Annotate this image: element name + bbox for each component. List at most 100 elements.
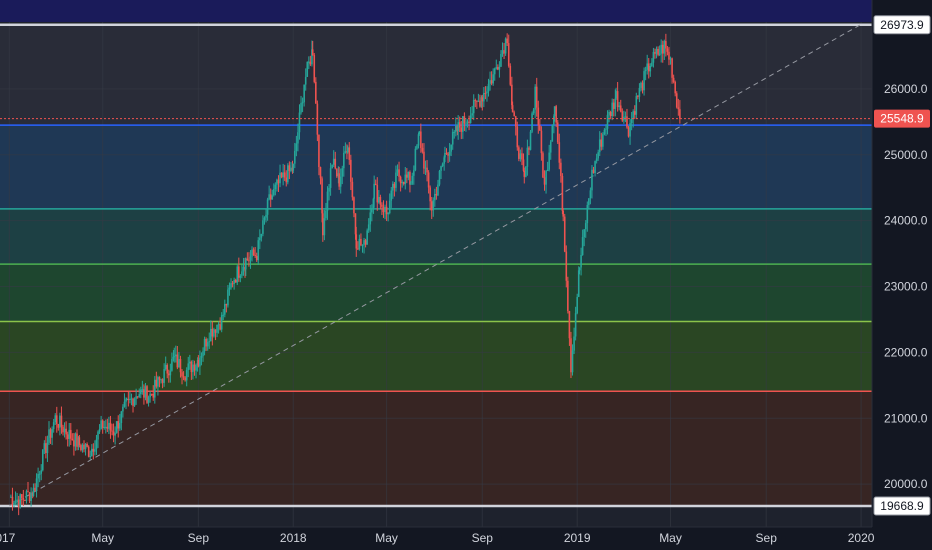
candle-body	[376, 185, 379, 203]
candle-body	[318, 134, 320, 168]
candle-body	[257, 240, 260, 261]
candle-body	[576, 296, 578, 314]
candle-body	[367, 224, 370, 231]
y-tick-label: 25000.0	[884, 148, 928, 162]
candle-body	[101, 420, 104, 428]
candle-body	[483, 92, 485, 102]
candle-body	[181, 372, 183, 377]
candle-body	[611, 102, 613, 117]
candle-body	[429, 187, 431, 202]
candle-body	[10, 496, 12, 498]
candle-body	[671, 58, 673, 78]
candle-body	[647, 63, 650, 72]
candle-body	[190, 361, 193, 373]
candle-body	[300, 103, 302, 113]
candle-body	[526, 147, 529, 167]
candle-body	[444, 152, 446, 158]
candle-body	[506, 38, 508, 44]
candle-body	[28, 492, 31, 501]
candle-body	[16, 499, 18, 501]
candle-body	[108, 422, 110, 429]
candle-body	[125, 399, 127, 402]
candle-body	[523, 170, 526, 177]
candle-body	[208, 341, 211, 343]
candle-body	[231, 283, 234, 285]
candle-body	[462, 116, 464, 132]
candle-body	[658, 53, 661, 55]
candle-body	[578, 267, 581, 271]
candle-body	[354, 213, 357, 235]
candle-body	[568, 311, 571, 339]
candle-body	[277, 179, 280, 184]
candle-body	[441, 163, 444, 167]
candle-body	[14, 500, 17, 504]
candle-body	[529, 131, 532, 150]
candle-body	[605, 128, 607, 130]
candle-body	[238, 266, 240, 278]
candle-body	[521, 153, 523, 160]
candle-body	[624, 116, 627, 118]
candle-body	[486, 91, 488, 94]
candle-body	[573, 336, 575, 351]
candle-body	[511, 105, 514, 113]
candle-body	[390, 190, 393, 201]
candle-body	[646, 63, 648, 70]
candle-body	[90, 448, 93, 456]
candle-body	[440, 166, 442, 171]
candle-body	[655, 48, 658, 54]
candle-body	[472, 100, 475, 114]
candle-body	[239, 275, 242, 278]
candle-body	[210, 328, 212, 342]
y-axis-ticks: 20000.0 21000.0 22000.0 23000.0 24000.0 25000…	[884, 82, 928, 491]
candle-body	[640, 82, 642, 88]
candle-body	[577, 270, 580, 297]
candle-body	[385, 206, 388, 215]
candle-body	[350, 159, 352, 182]
candle-body	[62, 426, 64, 433]
candle-body	[25, 491, 28, 501]
candle-body	[176, 354, 179, 368]
fib-zone	[0, 321, 872, 392]
price-label: 25548.9	[880, 112, 924, 126]
candle-body	[171, 358, 173, 371]
candle-body	[629, 123, 631, 137]
candle-body	[665, 41, 667, 49]
candle-body	[423, 151, 425, 169]
candle-body	[675, 93, 678, 108]
candle-body	[598, 139, 601, 153]
candle-body	[580, 254, 582, 268]
candle-body	[92, 448, 95, 452]
candle-body	[199, 357, 201, 367]
candle-body	[172, 356, 175, 359]
candle-body	[388, 200, 391, 214]
candle-body	[594, 161, 596, 173]
candle-body	[513, 112, 515, 117]
candle-body	[138, 394, 141, 397]
trendline[interactable]	[9, 24, 861, 507]
candle-body	[413, 170, 415, 176]
candle-body	[539, 125, 541, 131]
candle-body	[402, 181, 405, 184]
candle-body	[371, 209, 373, 213]
candle-body	[589, 190, 592, 199]
candle-body	[346, 147, 349, 153]
candle-body	[500, 54, 502, 67]
candle-body	[332, 158, 335, 165]
candle-body	[129, 398, 131, 400]
candle-body	[234, 280, 237, 283]
candle-body	[143, 389, 145, 398]
candle-body	[489, 80, 491, 84]
candle-body	[68, 429, 71, 439]
candle-body	[316, 103, 319, 135]
candle-body	[525, 166, 527, 177]
candle-body	[117, 421, 120, 429]
candle-body	[304, 76, 307, 85]
candle-body	[434, 193, 436, 201]
candle-body	[59, 415, 61, 428]
candle-body	[584, 223, 587, 230]
candle-body	[469, 115, 472, 123]
candle-body	[135, 396, 137, 399]
candle-body	[334, 158, 337, 169]
candle-body	[430, 201, 433, 211]
